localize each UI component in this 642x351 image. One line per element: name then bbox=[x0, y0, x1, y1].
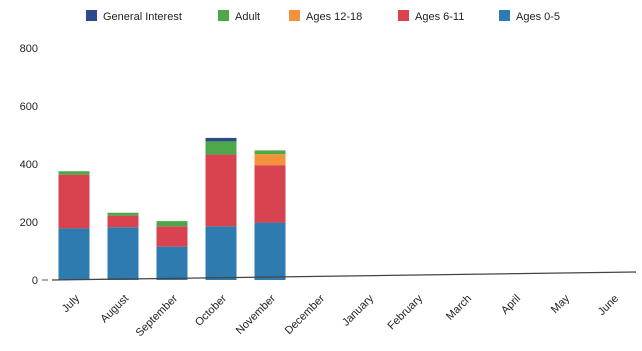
legend-label: Ages 12-18 bbox=[306, 11, 362, 23]
legend-label: General Interest bbox=[103, 11, 182, 23]
bar-segment bbox=[156, 221, 188, 227]
bar-segment bbox=[156, 226, 188, 247]
x-tick-label: June bbox=[596, 293, 621, 318]
bar-segment bbox=[58, 174, 90, 229]
legend-swatch bbox=[398, 10, 409, 21]
x-tick-label: December bbox=[283, 292, 328, 337]
bar-segment bbox=[58, 228, 90, 280]
bars bbox=[58, 137, 286, 280]
legend-swatch bbox=[289, 10, 300, 21]
legend-label: Adult bbox=[235, 11, 260, 23]
bar-segment bbox=[205, 141, 237, 155]
y-tick-label: 600 bbox=[20, 101, 38, 113]
x-axis-line bbox=[51, 271, 637, 281]
x-tick-label: November bbox=[234, 292, 279, 337]
x-tick-label: July bbox=[60, 292, 83, 315]
bar-segment bbox=[254, 165, 286, 223]
bar-segment bbox=[205, 154, 237, 227]
x-tick-label: May bbox=[549, 292, 573, 316]
y-tick-label: 0 bbox=[32, 275, 38, 287]
bar-segment bbox=[107, 212, 139, 216]
bar-segment bbox=[205, 137, 237, 142]
x-tick-label: January bbox=[340, 292, 377, 329]
x-tick-label: April bbox=[499, 293, 523, 317]
x-tick-label: August bbox=[98, 293, 131, 326]
legend: General Interest Adult Ages 12-18 Ages 6-11… bbox=[86, 10, 560, 23]
legend-swatch bbox=[86, 10, 97, 21]
bar-segment bbox=[156, 246, 188, 280]
legend-swatch bbox=[499, 10, 510, 21]
legend-swatch bbox=[218, 10, 229, 21]
bar-segment bbox=[107, 215, 139, 228]
y-tick-label: 800 bbox=[20, 43, 38, 55]
y-axis: 0 200 400 600 800 bbox=[20, 43, 48, 287]
x-tick-label: October bbox=[193, 292, 229, 328]
bar-segment bbox=[254, 222, 286, 280]
x-tick-label: February bbox=[386, 292, 426, 332]
bar-segment bbox=[58, 171, 90, 175]
x-axis: July August September October November Decemb… bbox=[51, 271, 637, 339]
x-tick-label: September bbox=[134, 292, 181, 339]
legend-label: Ages 6-11 bbox=[415, 11, 464, 23]
y-tick-label: 400 bbox=[20, 159, 38, 171]
y-tick-label: 200 bbox=[20, 217, 38, 229]
x-tick-label: March bbox=[444, 293, 474, 323]
bar-segment bbox=[254, 150, 286, 155]
bar-segment bbox=[254, 154, 286, 166]
legend-label: Ages 0-5 bbox=[516, 11, 560, 23]
bar-segment bbox=[107, 227, 139, 280]
bar-segment bbox=[205, 226, 237, 280]
